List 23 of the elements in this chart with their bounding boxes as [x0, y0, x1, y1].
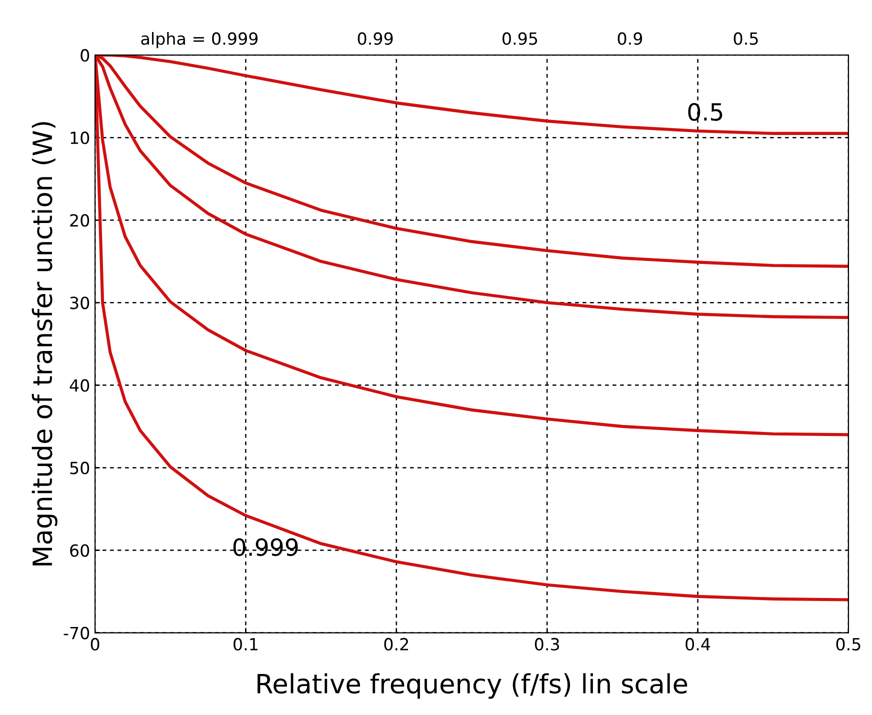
- y-tick-label: 10: [70, 132, 90, 144]
- annotation: 0.999: [233, 538, 298, 556]
- x-tick-label: 0.4: [686, 638, 710, 651]
- x-axis-title: Relative frequency (f/fs) lin scale: [258, 673, 688, 699]
- text: alpha = 0.999: [141, 32, 258, 48]
- y-tick-label: -70: [64, 626, 90, 640]
- y-tick-label: 20: [70, 214, 90, 227]
- y-tick-label: 30: [70, 296, 90, 310]
- x-tick-label: 0.1: [234, 638, 258, 651]
- x-tick-label: 0.3: [534, 638, 560, 651]
- y-tick-label: 50: [70, 462, 90, 474]
- annotation: 0.5: [688, 102, 722, 121]
- x-tick-label: 0.5: [836, 638, 860, 651]
- x-tick-label: 0.2: [384, 638, 408, 651]
- y-tick-label: 60: [70, 544, 90, 557]
- text: 0.99: [358, 32, 393, 45]
- text: 0.9: [618, 32, 642, 45]
- text: 0.5: [734, 32, 758, 45]
- x-tick-label: 0: [90, 638, 100, 651]
- text: 0.95: [502, 32, 538, 45]
- y-tick-label: 40: [70, 379, 90, 392]
- y-axis-title: Magnitude of transfer unction (W): [32, 122, 58, 566]
- y-tick-label: 0: [80, 49, 90, 62]
